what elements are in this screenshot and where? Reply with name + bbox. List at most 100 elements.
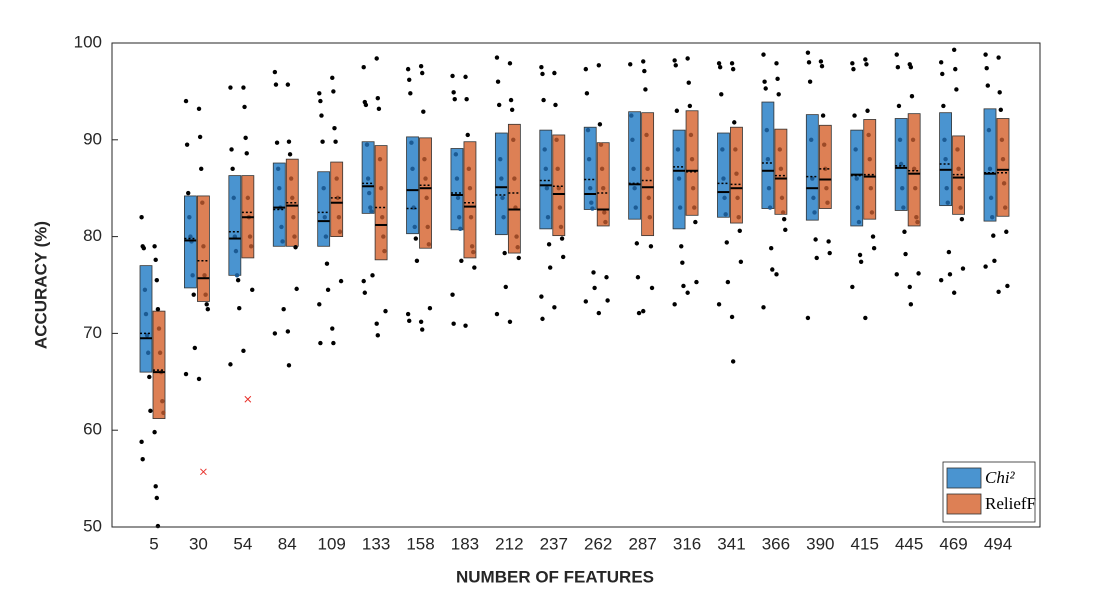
- data-point: [694, 279, 699, 285]
- data-point: [292, 234, 297, 239]
- data-point: [774, 61, 779, 66]
- data-point: [293, 245, 298, 250]
- data-point: [422, 156, 427, 162]
- data-point: [412, 224, 417, 230]
- data-point: [956, 166, 961, 172]
- data-point: [331, 340, 336, 346]
- data-point: [330, 75, 335, 81]
- data-point: [984, 65, 989, 71]
- data-point: [413, 236, 419, 241]
- data-point: [186, 190, 191, 196]
- data-point: [590, 206, 595, 211]
- data-point: [991, 233, 996, 238]
- data-point: [325, 287, 331, 293]
- data-point: [780, 210, 786, 215]
- data-point: [200, 200, 205, 205]
- data-point: [850, 61, 855, 66]
- data-point: [382, 248, 387, 254]
- data-point: [685, 56, 690, 61]
- data-point: [1005, 283, 1010, 289]
- data-point: [153, 257, 158, 263]
- x-axis-title: NUMBER OF FEATURES: [456, 567, 654, 586]
- data-point: [237, 306, 242, 311]
- data-point: [719, 92, 724, 97]
- data-point: [143, 311, 149, 317]
- data-point: [636, 310, 642, 316]
- box: [374, 145, 388, 261]
- data-point: [199, 166, 204, 172]
- data-point: [322, 215, 327, 220]
- data-point: [766, 186, 772, 191]
- data-point: [822, 142, 827, 147]
- data-point: [725, 279, 731, 285]
- data-point: [999, 137, 1005, 142]
- data-point: [603, 219, 608, 225]
- data-point: [851, 66, 856, 72]
- data-point: [735, 195, 740, 201]
- data-point: [947, 272, 953, 277]
- data-point: [405, 311, 411, 317]
- data-point: [805, 315, 811, 321]
- data-point: [596, 310, 602, 316]
- data-point: [647, 215, 653, 220]
- x-tick-label: 133: [362, 534, 390, 553]
- data-point: [646, 195, 651, 201]
- data-point: [813, 237, 818, 242]
- data-point: [996, 289, 1001, 294]
- data-point: [686, 80, 691, 85]
- data-point: [383, 308, 388, 314]
- data-point: [690, 186, 696, 191]
- data-point: [555, 166, 560, 172]
- data-point: [768, 246, 774, 251]
- data-point: [692, 205, 697, 210]
- data-point: [244, 151, 249, 156]
- data-point: [471, 249, 476, 255]
- data-point: [629, 113, 634, 118]
- data-point: [320, 139, 325, 144]
- data-point: [547, 265, 553, 270]
- data-point: [688, 132, 694, 138]
- data-point: [285, 329, 291, 334]
- data-point: [368, 205, 373, 210]
- data-point: [333, 139, 338, 144]
- data-point: [855, 205, 861, 210]
- box: [139, 265, 153, 373]
- data-point: [554, 137, 559, 142]
- y-tick-label: 60: [83, 420, 102, 439]
- data-point: [633, 205, 638, 210]
- data-point: [729, 61, 735, 66]
- data-point: [334, 176, 339, 181]
- legend-swatch: [946, 467, 982, 489]
- data-point: [951, 47, 957, 52]
- data-point: [724, 240, 729, 245]
- data-point: [279, 224, 284, 230]
- box: [596, 142, 610, 227]
- data-point: [233, 248, 239, 254]
- data-point: [954, 87, 959, 92]
- data-point: [601, 186, 606, 191]
- data-point: [824, 186, 829, 191]
- data-point: [275, 166, 281, 172]
- x-tick-label: 183: [451, 534, 479, 553]
- data-point: [953, 66, 958, 72]
- data-point: [499, 176, 504, 181]
- data-point: [204, 302, 209, 307]
- data-point: [364, 142, 370, 147]
- data-point: [645, 166, 650, 172]
- data-point: [202, 273, 207, 278]
- data-point: [733, 147, 738, 152]
- data-point: [421, 109, 426, 114]
- data-point: [734, 171, 739, 176]
- data-point: [245, 195, 251, 201]
- data-point: [776, 92, 781, 97]
- data-point: [983, 52, 988, 57]
- data-point: [378, 186, 384, 191]
- data-point: [201, 244, 206, 249]
- data-point: [557, 205, 563, 210]
- data-point: [542, 147, 547, 152]
- x-tick-label: 341: [717, 534, 745, 553]
- data-point: [552, 70, 557, 76]
- data-point: [248, 244, 254, 249]
- data-point: [184, 142, 190, 147]
- legend-label: ReliefF: [985, 494, 1036, 513]
